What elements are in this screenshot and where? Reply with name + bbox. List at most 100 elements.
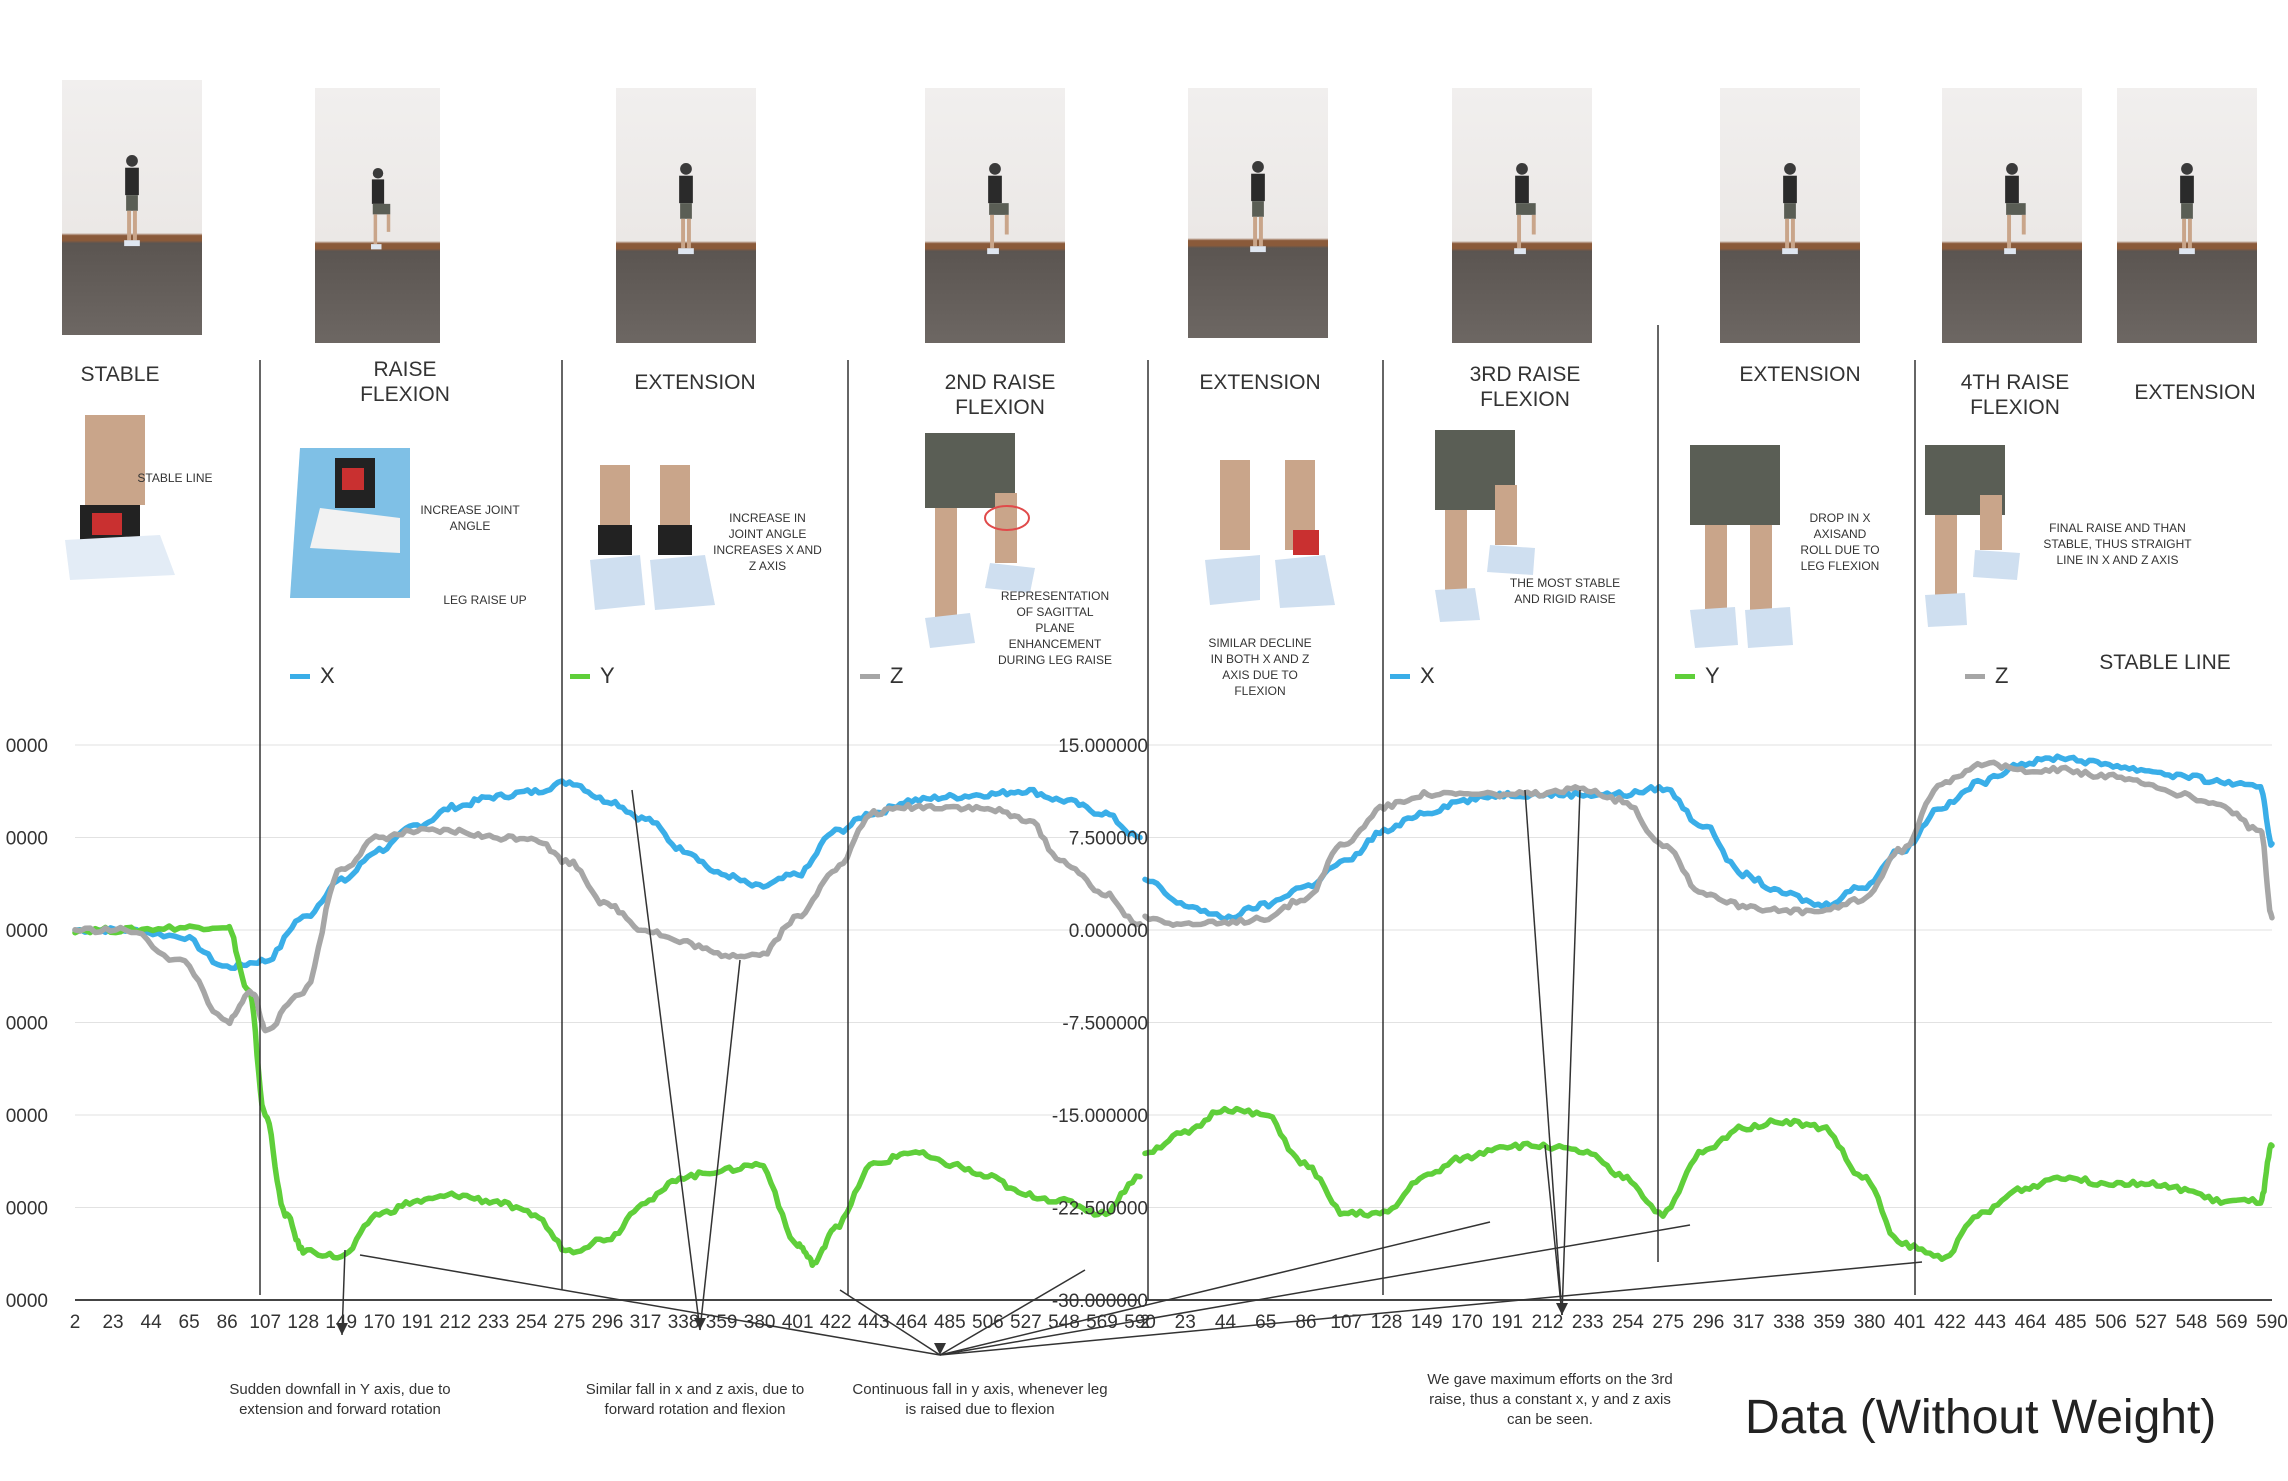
x-tick-label: 401: [782, 1312, 814, 1333]
x-tick-label: 65: [179, 1312, 200, 1333]
x-tick-label: 107: [1330, 1312, 1362, 1333]
y-tick-label: 0000: [6, 1106, 48, 1127]
x-tick-label: 254: [516, 1312, 548, 1333]
series-line-y: [1142, 1105, 2275, 1262]
note-drop-in-x: DROP IN X AXISAND ROLL DUE TO LEG FLEXIO…: [1800, 511, 1880, 573]
annotation-arrow-line: [939, 1269, 1086, 1356]
x-tick-label: 527: [1010, 1312, 1042, 1333]
annotation-y-downfall: Sudden downfall in Y axis, due to extens…: [229, 1381, 451, 1418]
phase-photo-extension: [616, 88, 756, 343]
legend-z-1: Z: [860, 663, 903, 689]
y-tick-label: -30.000000: [1052, 1291, 1148, 1312]
x-tick-label: 191: [1491, 1312, 1523, 1333]
legend-swatch-x: [290, 673, 310, 679]
annotation-xz-fall: Similar fall in x and z axis, due to for…: [585, 1381, 805, 1418]
arrowhead: [694, 1318, 706, 1330]
x-tick-label: 506: [972, 1312, 1004, 1333]
x-tick-label: 401: [1894, 1312, 1926, 1333]
x-tick-label: 422: [820, 1312, 852, 1333]
thumb-foot-raise: [290, 448, 410, 608]
legend-label-y: Y: [600, 663, 615, 688]
note-increase-x-z: INCREASE IN JOINT ANGLE INCREASES X AND …: [713, 511, 822, 573]
legend-label-x: X: [320, 663, 335, 688]
thumb-leg-2nd-raise: [925, 433, 1045, 658]
thumb-foot-extension: [590, 465, 715, 625]
x-tick-label: 422: [1934, 1312, 1966, 1333]
arrowhead: [336, 1323, 348, 1335]
x-tick-label: 296: [1693, 1312, 1725, 1333]
legend-label-y: Y: [1705, 663, 1720, 688]
phase-label-extension-4: EXTENSION: [2134, 381, 2256, 404]
series-lines: [72, 753, 2275, 1269]
x-tick-label: 359: [1813, 1312, 1845, 1333]
phase-label-4th-raise-flexion: 4TH RAISE FLEXION: [1960, 371, 2070, 419]
phase-label-stable: STABLE: [80, 363, 160, 386]
x-tick-label: 590: [2256, 1312, 2288, 1333]
x-tick-label: 485: [2055, 1312, 2087, 1333]
thumb-foot-stable: [60, 415, 180, 605]
x-tick-label: 506: [2095, 1312, 2127, 1333]
legend-label-z: Z: [1995, 663, 2009, 688]
series-line-x: [72, 778, 1143, 971]
y-tick-label: 7.500000: [1069, 829, 1148, 850]
series-line-z: [1142, 759, 2275, 928]
legend-swatch-y: [570, 673, 590, 679]
x-tick-label: 170: [1451, 1312, 1483, 1333]
y-tick-label: 0000: [6, 829, 48, 850]
legend-swatch-x: [1390, 673, 1410, 679]
x-tick-label: 212: [1532, 1312, 1564, 1333]
x-tick-label: 590: [1124, 1312, 1156, 1333]
legend-swatch-z: [1965, 673, 1985, 679]
annotation-arrow-line: [341, 1249, 346, 1336]
annotation-arrow-line: [939, 1224, 1691, 1356]
x-tick-label: 338: [668, 1312, 700, 1333]
note-leg-raise-up: LEG RAISE UP: [443, 593, 527, 607]
x-tick-label: 128: [287, 1312, 319, 1333]
y-tick-label: 0000: [6, 736, 48, 757]
legend-x-2: X: [1390, 663, 1435, 689]
phase-photo-extension-4: [2117, 88, 2257, 343]
phase-label-extension-1: EXTENSION: [634, 371, 756, 394]
x-tick-label: 149: [325, 1312, 357, 1333]
x-tick-label: 128: [1371, 1312, 1403, 1333]
thumb-leg-4th-raise: [1925, 445, 2025, 630]
x-tick-label: 338: [1773, 1312, 1805, 1333]
x-tick-label: 86: [1295, 1312, 1316, 1333]
annotation-arrows: [336, 789, 1923, 1356]
x-tick-label: 380: [1854, 1312, 1886, 1333]
annotation-arrow-line: [1561, 789, 1581, 1316]
annotation-arrow-line: [631, 789, 701, 1331]
x-tick-label: 317: [630, 1312, 662, 1333]
phase-label-extension-2: EXTENSION: [1199, 371, 1321, 394]
legend-swatch-z: [860, 673, 880, 679]
stable-line-label: STABLE LINE: [2099, 651, 2231, 674]
legend-label-x: X: [1420, 663, 1435, 688]
y-tick-label: -15.000000: [1052, 1106, 1148, 1127]
figure-title: Data (Without Weight): [1745, 1391, 2217, 1444]
legend-x-1: X: [290, 663, 335, 689]
x-tick-label: 233: [1572, 1312, 1604, 1333]
series-line-y: [72, 923, 1143, 1269]
annotation-arrow-line: [1524, 789, 1563, 1316]
annotation-3rd-raise: We gave maximum efforts on the 3rd raise…: [1427, 1371, 1673, 1428]
annotation-arrow-line: [939, 1221, 1491, 1356]
x-tick-label: 65: [1255, 1312, 1276, 1333]
x-tick-label: 464: [896, 1312, 928, 1333]
legend-label-z: Z: [890, 663, 904, 688]
tick-labels: 0000 0000 0000 0000 0000 0000 0000 2 23 44 65 86 107…: [6, 736, 2288, 1333]
phase-label-extension-3: EXTENSION: [1739, 363, 1861, 386]
x-tick-label: 548: [1048, 1312, 1080, 1333]
x-tick-label: 254: [1612, 1312, 1644, 1333]
series-line-x: [1142, 753, 2275, 922]
thumb-feet-extension-2: [1205, 460, 1335, 615]
note-final-raise: FINAL RAISE AND THAN STABLE, THUS STRAIG…: [2043, 521, 2192, 567]
phase-photo-2nd-raise: [925, 88, 1065, 343]
note-increase-joint-angle: INCREASE JOINT ANGLE: [420, 503, 520, 533]
y-tick-label: -7.500000: [1062, 1014, 1148, 1035]
annotation-y-continuous: Continuous fall in y axis, whenever leg …: [852, 1381, 1108, 1418]
x-tick-label: 485: [934, 1312, 966, 1333]
thumb-leg-3rd-raise: [1435, 430, 1545, 625]
gridlines: [75, 744, 2272, 1301]
x-tick-label: 380: [744, 1312, 776, 1333]
x-tick-label: 275: [554, 1312, 586, 1333]
